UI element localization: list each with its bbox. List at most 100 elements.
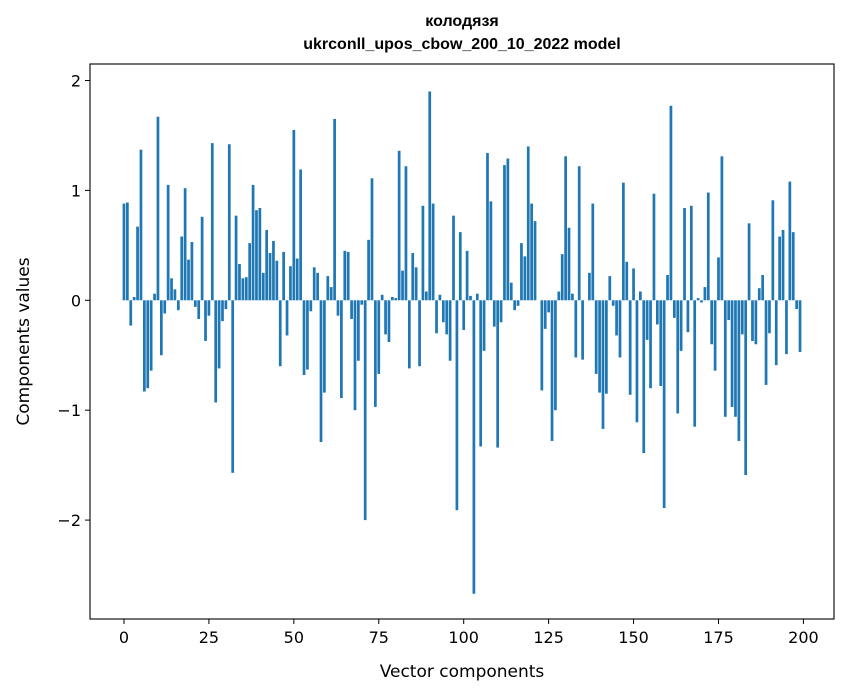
x-tick-label-7: 175 <box>703 628 734 647</box>
bar-172 <box>707 193 710 301</box>
bar-188 <box>761 275 764 300</box>
bar-134 <box>578 166 581 300</box>
bar-158 <box>659 300 662 386</box>
bar-35 <box>242 278 245 300</box>
bar-151 <box>636 300 639 422</box>
bar-27 <box>214 300 217 402</box>
bar-62 <box>333 119 336 300</box>
bar-178 <box>727 300 730 320</box>
bar-12 <box>163 300 166 313</box>
bar-99 <box>459 232 462 300</box>
bar-187 <box>758 288 761 300</box>
bar-20 <box>191 242 194 300</box>
bar-51 <box>296 259 299 301</box>
bar-112 <box>503 165 506 300</box>
bar-72 <box>367 240 370 300</box>
bar-105 <box>479 300 482 446</box>
bar-90 <box>428 91 431 300</box>
bar-154 <box>646 300 649 340</box>
bar-149 <box>629 300 632 395</box>
bar-96 <box>449 300 452 360</box>
bar-181 <box>738 300 741 441</box>
bar-83 <box>405 166 408 300</box>
bar-104 <box>476 294 479 301</box>
bar-82 <box>401 271 404 301</box>
bar-175 <box>717 257 720 300</box>
bar-125 <box>547 300 550 312</box>
bar-52 <box>299 170 302 301</box>
bar-55 <box>309 300 312 311</box>
bar-133 <box>574 300 577 357</box>
bar-86 <box>415 267 418 300</box>
bar-185 <box>751 300 754 341</box>
bar-153 <box>642 300 645 453</box>
bar-146 <box>619 300 622 357</box>
bar-119 <box>527 146 530 300</box>
bar-147 <box>622 183 625 301</box>
bar-138 <box>591 204 594 301</box>
bar-156 <box>653 194 656 301</box>
bar-76 <box>381 295 384 301</box>
bar-176 <box>721 156 724 300</box>
bar-3 <box>133 297 136 300</box>
bar-168 <box>693 300 696 426</box>
bar-167 <box>690 206 693 301</box>
bar-63 <box>337 300 340 315</box>
bar-101 <box>466 251 469 300</box>
bar-59 <box>323 300 326 392</box>
bar-102 <box>469 296 472 300</box>
bar-163 <box>676 300 679 413</box>
bar-30 <box>225 300 228 309</box>
bar-60 <box>326 276 329 300</box>
bar-17 <box>180 237 183 301</box>
bar-28 <box>218 300 221 368</box>
bar-88 <box>422 206 425 301</box>
bar-120 <box>530 204 533 301</box>
bar-173 <box>710 300 713 344</box>
bar-157 <box>656 300 659 324</box>
bar-91 <box>432 204 435 301</box>
bar-144 <box>612 300 615 306</box>
bar-77 <box>384 300 387 334</box>
chart-title-word: колодязя <box>90 13 834 31</box>
bar-93 <box>439 295 442 301</box>
bar-155 <box>649 300 652 388</box>
bar-109 <box>493 300 496 326</box>
x-tick-label-2: 50 <box>284 628 304 647</box>
bar-71 <box>364 300 367 520</box>
bar-18 <box>184 188 187 300</box>
x-axis-label: Vector components <box>380 662 545 682</box>
bar-57 <box>316 273 319 300</box>
y-tick-label-2: 0 <box>71 291 81 310</box>
bar-118 <box>523 256 526 300</box>
bar-5 <box>140 150 143 301</box>
bar-29 <box>221 300 224 321</box>
bar-152 <box>639 292 642 301</box>
bar-110 <box>496 300 499 447</box>
bar-169 <box>697 298 700 300</box>
bar-65 <box>343 251 346 300</box>
bar-47 <box>282 252 285 300</box>
bar-33 <box>235 216 238 301</box>
bar-15 <box>174 289 177 300</box>
bar-9 <box>153 294 156 301</box>
bar-89 <box>425 292 428 301</box>
bar-128 <box>557 292 560 301</box>
bar-67 <box>350 300 353 319</box>
bar-150 <box>632 268 635 300</box>
bar-183 <box>744 300 747 475</box>
bar-141 <box>602 300 605 429</box>
x-tick-label-5: 125 <box>533 628 564 647</box>
x-tick-label-3: 75 <box>369 628 389 647</box>
bar-49 <box>289 266 292 300</box>
bar-182 <box>741 300 744 334</box>
x-tick-label-0: 0 <box>119 628 129 647</box>
bar-11 <box>160 300 163 355</box>
bar-195 <box>785 300 788 354</box>
y-tick-label-3: 1 <box>71 181 81 200</box>
bar-98 <box>456 300 459 510</box>
bar-108 <box>490 201 493 300</box>
bar-92 <box>435 300 438 333</box>
